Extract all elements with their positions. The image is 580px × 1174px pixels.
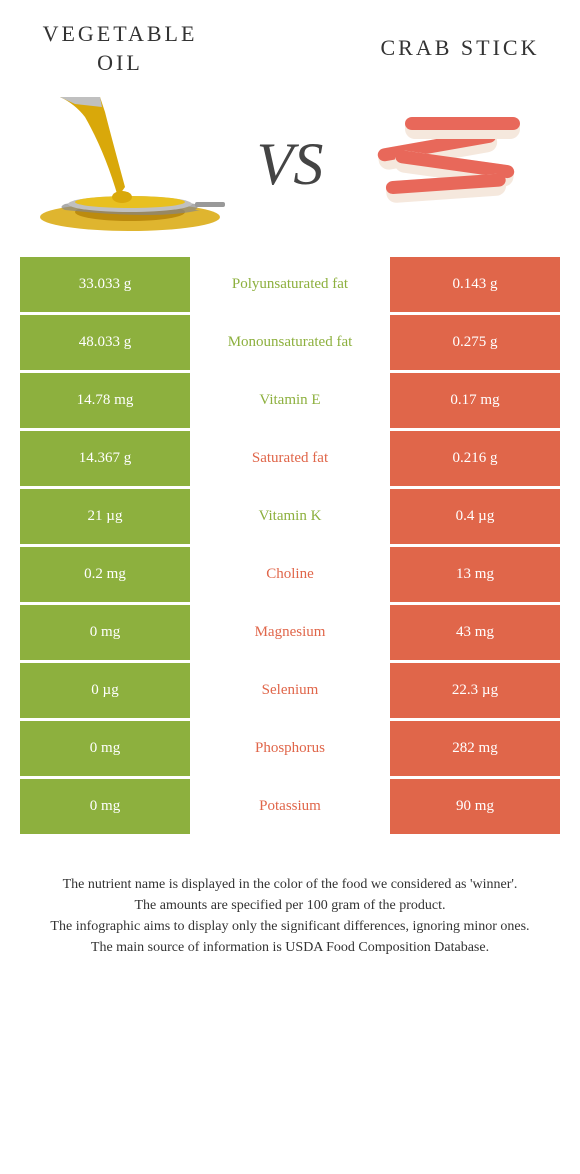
cell-nutrient-label: Monounsaturated fat xyxy=(190,315,390,370)
cell-left-value: 0 mg xyxy=(20,605,190,660)
cell-nutrient-label: Saturated fat xyxy=(190,431,390,486)
food-left-line1: VEGETABLEOIL xyxy=(43,21,198,75)
table-row: 0 mgPhosphorus282 mg xyxy=(20,721,560,776)
cell-nutrient-label: Phosphorus xyxy=(190,721,390,776)
footer-notes: The nutrient name is displayed in the co… xyxy=(20,874,560,958)
cell-right-value: 0.275 g xyxy=(390,315,560,370)
cell-left-value: 14.367 g xyxy=(20,431,190,486)
cell-right-value: 0.17 mg xyxy=(390,373,560,428)
cell-left-value: 0 mg xyxy=(20,779,190,834)
cell-nutrient-label: Choline xyxy=(190,547,390,602)
table-row: 33.033 gPolyunsaturated fat0.143 g xyxy=(20,257,560,312)
cell-right-value: 43 mg xyxy=(390,605,560,660)
cell-nutrient-label: Vitamin K xyxy=(190,489,390,544)
crab-stick-icon xyxy=(350,102,550,227)
table-row: 21 µgVitamin K0.4 µg xyxy=(20,489,560,544)
cell-left-value: 0 mg xyxy=(20,721,190,776)
vs-label: VS xyxy=(257,130,324,199)
table-row: 48.033 gMonounsaturated fat0.275 g xyxy=(20,315,560,370)
cell-left-value: 14.78 mg xyxy=(20,373,190,428)
cell-right-value: 0.143 g xyxy=(390,257,560,312)
cell-nutrient-label: Selenium xyxy=(190,663,390,718)
oil-pour-icon xyxy=(30,92,230,237)
infographic-container: VEGETABLEOIL CRAB STICK VS xyxy=(0,0,580,978)
cell-left-value: 21 µg xyxy=(20,489,190,544)
cell-nutrient-label: Vitamin E xyxy=(190,373,390,428)
cell-right-value: 90 mg xyxy=(390,779,560,834)
table-row: 14.78 mgVitamin E0.17 mg xyxy=(20,373,560,428)
footer-line-1: The nutrient name is displayed in the co… xyxy=(40,874,540,895)
table-row: 14.367 gSaturated fat0.216 g xyxy=(20,431,560,486)
cell-right-value: 282 mg xyxy=(390,721,560,776)
cell-right-value: 0.4 µg xyxy=(390,489,560,544)
cell-left-value: 33.033 g xyxy=(20,257,190,312)
table-row: 0 µgSelenium22.3 µg xyxy=(20,663,560,718)
cell-right-value: 0.216 g xyxy=(390,431,560,486)
cell-nutrient-label: Potassium xyxy=(190,779,390,834)
cell-left-value: 48.033 g xyxy=(20,315,190,370)
food-right-image xyxy=(350,92,550,237)
cell-left-value: 0.2 mg xyxy=(20,547,190,602)
cell-nutrient-label: Polyunsaturated fat xyxy=(190,257,390,312)
cell-right-value: 22.3 µg xyxy=(390,663,560,718)
table-row: 0.2 mgCholine13 mg xyxy=(20,547,560,602)
food-left-image xyxy=(30,92,230,237)
header-row: VEGETABLEOIL CRAB STICK xyxy=(20,20,560,77)
images-row: VS xyxy=(20,92,560,237)
comparison-table: 33.033 gPolyunsaturated fat0.143 g48.033… xyxy=(20,257,560,834)
cell-left-value: 0 µg xyxy=(20,663,190,718)
footer-line-3: The infographic aims to display only the… xyxy=(40,916,540,937)
cell-right-value: 13 mg xyxy=(390,547,560,602)
food-left-title: VEGETABLEOIL xyxy=(20,20,220,77)
cell-nutrient-label: Magnesium xyxy=(190,605,390,660)
food-right-title: CRAB STICK xyxy=(360,34,560,63)
table-row: 0 mgMagnesium43 mg xyxy=(20,605,560,660)
footer-line-4: The main source of information is USDA F… xyxy=(40,937,540,958)
table-row: 0 mgPotassium90 mg xyxy=(20,779,560,834)
footer-line-2: The amounts are specified per 100 gram o… xyxy=(40,895,540,916)
